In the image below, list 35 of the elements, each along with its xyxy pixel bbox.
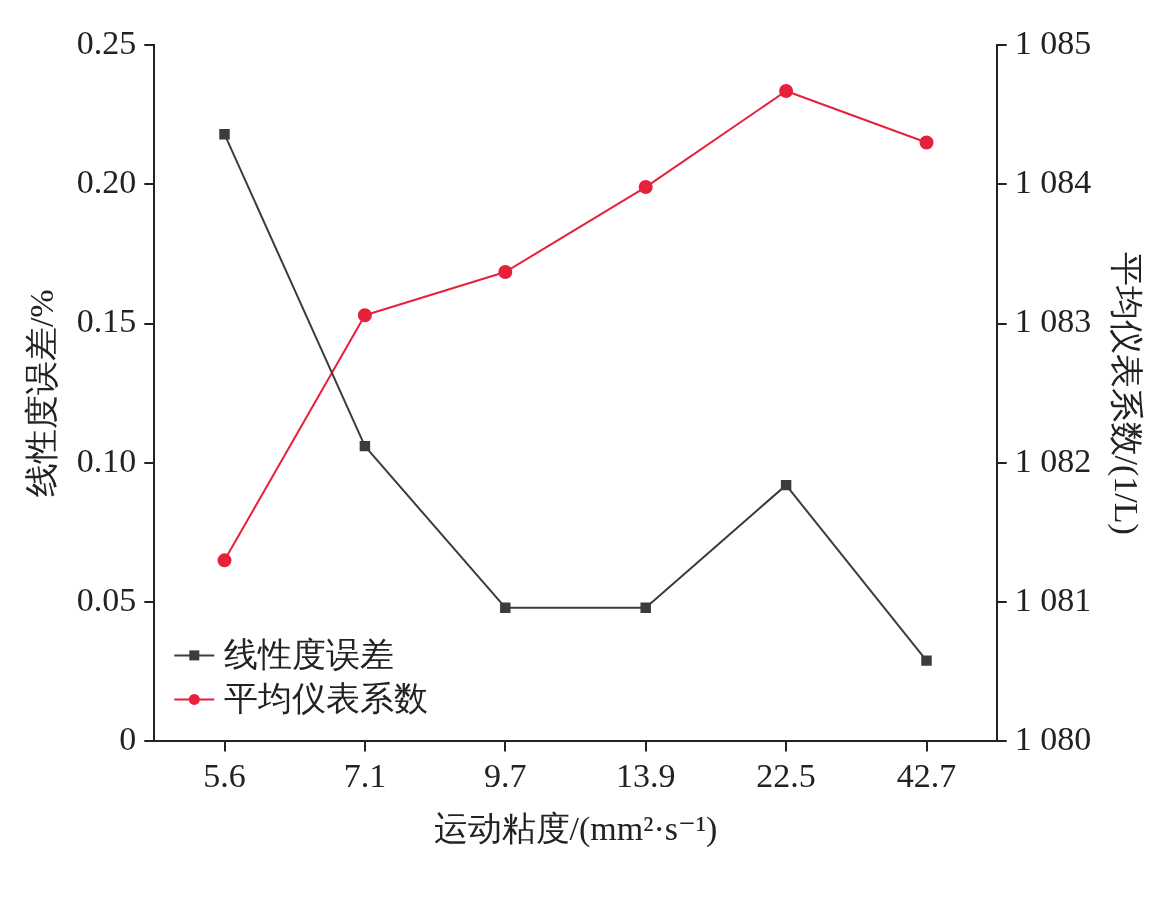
y-tick-label: 0.20	[76, 163, 137, 201]
y-tick-label: 0.10	[76, 441, 137, 479]
x-tick-label: 42.7	[896, 756, 957, 794]
point	[780, 479, 792, 491]
point	[638, 180, 653, 195]
y2-tick-label: 1 082	[1014, 441, 1092, 479]
point	[921, 655, 932, 666]
y2-tick-label: 1 081	[1014, 581, 1092, 619]
x-tick-label: 13.9	[615, 756, 676, 794]
y2-tick-label: 1 080	[1014, 720, 1092, 758]
point	[217, 553, 232, 568]
y2-tick-label: 1 083	[1014, 302, 1092, 340]
y-tick-label: 0.15	[76, 302, 137, 340]
y-axis-title: 线性度误差/%	[23, 289, 61, 498]
point	[498, 265, 513, 280]
x-tick-label: 9.7	[484, 756, 527, 794]
legend-label: 平均仪表系数	[224, 680, 429, 718]
y2-axis-title: 平均仪表系数/(1/L)	[1106, 251, 1145, 535]
y-tick-label: 0.25	[76, 23, 137, 61]
y-tick-label: 0	[119, 720, 137, 758]
legend-label: 线性度误差	[224, 636, 395, 674]
point	[919, 135, 934, 150]
y2-tick-label: 1 084	[1014, 163, 1092, 201]
y2-tick-label: 1 085	[1014, 23, 1092, 61]
x-axis-title: 运动粘度/(mm²·s⁻¹)	[433, 809, 718, 848]
point	[640, 602, 651, 613]
x-tick-label: 22.5	[756, 756, 816, 794]
x-tick-label: 7.1	[343, 756, 387, 794]
point	[500, 602, 511, 613]
point	[359, 440, 371, 452]
x-tick-label: 5.6	[203, 756, 246, 794]
point	[357, 308, 372, 323]
point	[779, 83, 794, 98]
y-tick-label: 0.05	[76, 581, 137, 619]
point	[219, 128, 230, 140]
